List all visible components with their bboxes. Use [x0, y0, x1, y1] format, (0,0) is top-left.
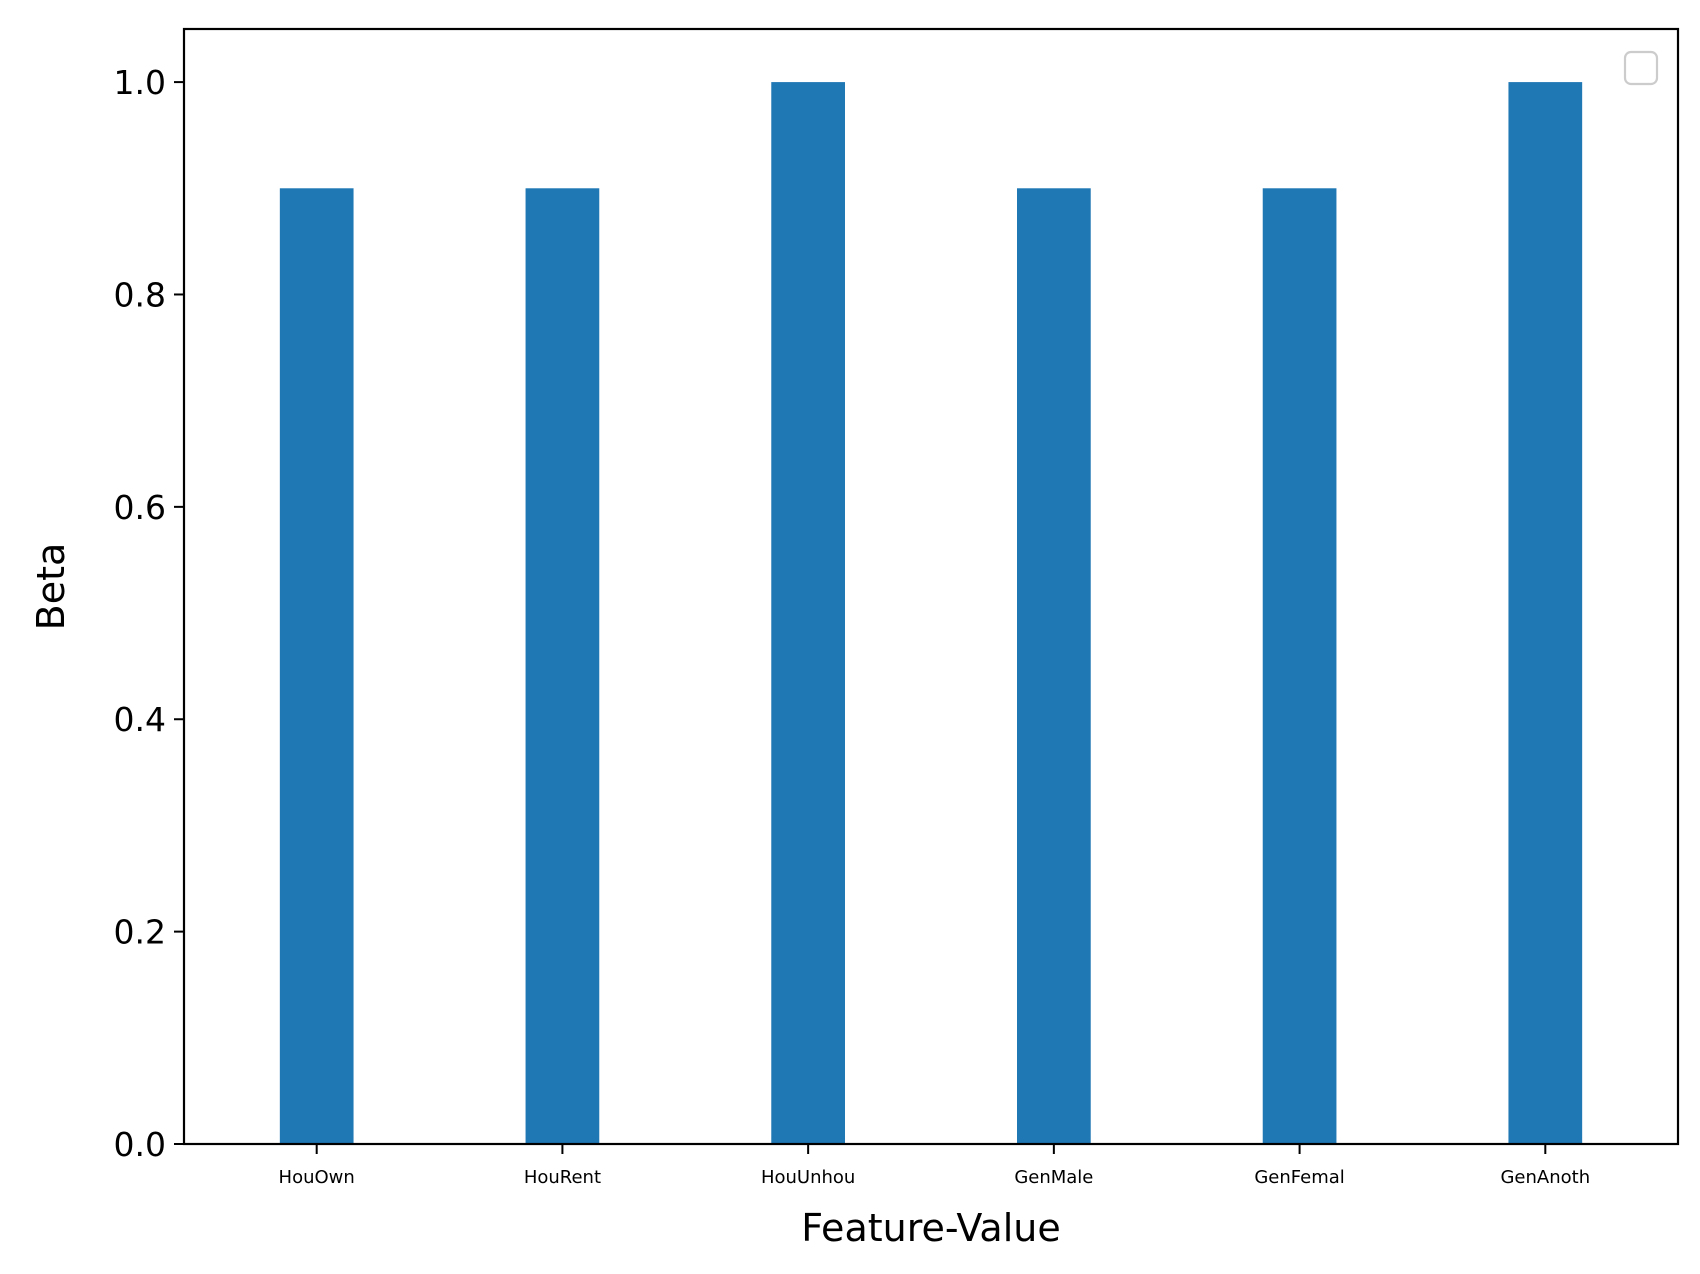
bar-hourent	[525, 188, 600, 1145]
bar-houunhou	[771, 82, 845, 1145]
y-tick-label: 0.2	[114, 913, 166, 952]
x-tick-label: GenAnoth	[1500, 1167, 1590, 1188]
x-tick-label: GenMale	[1014, 1167, 1093, 1188]
y-tick-label: 0.4	[114, 700, 166, 739]
y-tick-label: 0.8	[114, 275, 166, 314]
bar-genanoth	[1508, 82, 1583, 1145]
x-tick-label: HouRent	[524, 1167, 601, 1188]
y-tick-label: 0.0	[114, 1125, 166, 1164]
y-tick-label: 0.6	[114, 488, 166, 527]
y-axis-ticks: 0.0 0.2 0.4 0.6 0.8 1.0	[114, 63, 184, 1164]
x-axis-ticks: HouOwn HouRent HouUnhou GenMale GenFemal GenA…	[279, 1144, 1590, 1188]
x-tick-label: HouOwn	[279, 1167, 355, 1188]
x-axis-title: Feature-Value	[801, 1206, 1060, 1250]
y-tick-label: 1.0	[114, 63, 166, 102]
bar-genmale	[1017, 188, 1091, 1145]
y-axis-title: Beta	[29, 543, 73, 631]
legend-box	[1623, 50, 1659, 86]
plot-area-frame	[182, 27, 1680, 1146]
bar-houown	[279, 188, 354, 1145]
x-tick-label: GenFemal	[1254, 1167, 1344, 1188]
bar-genfemal	[1262, 188, 1337, 1145]
x-tick-label: HouUnhou	[761, 1167, 855, 1188]
bars-layer	[279, 82, 1583, 1145]
